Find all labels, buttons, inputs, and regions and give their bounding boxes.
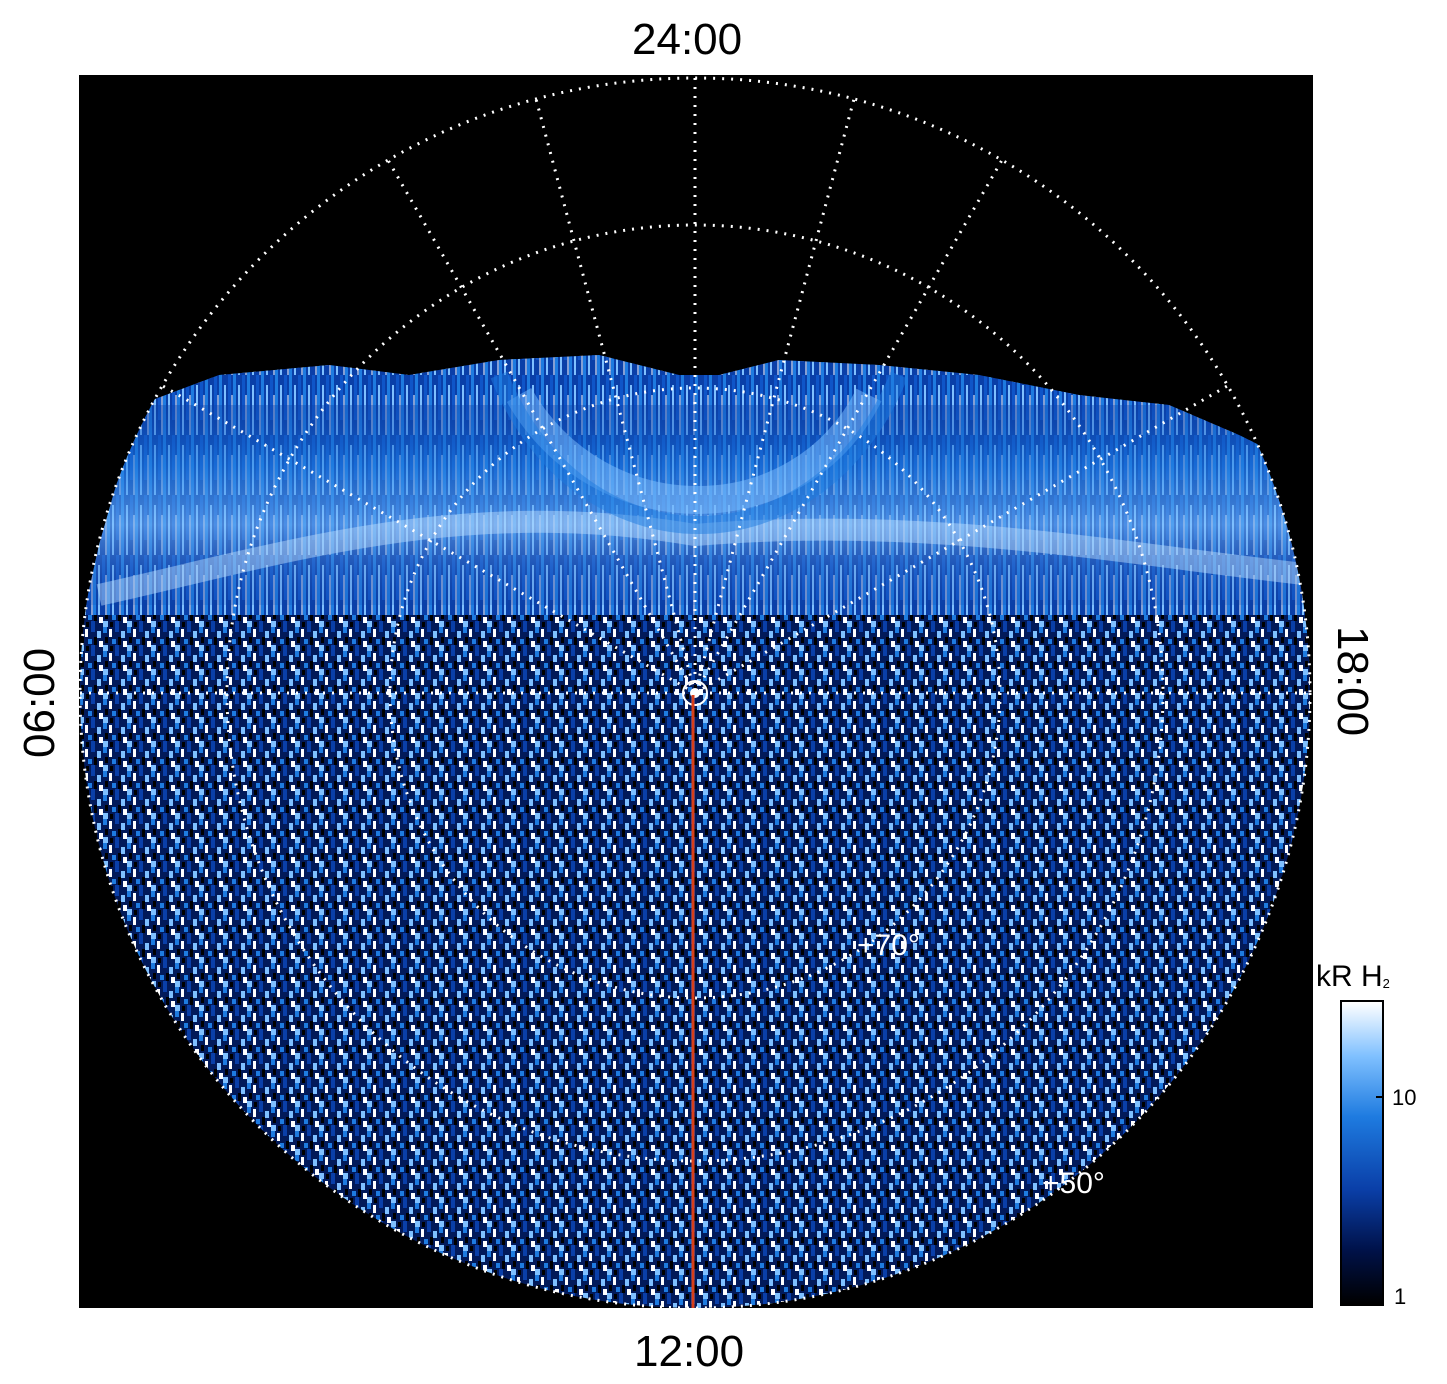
- colorbar-title: kR H2: [1316, 960, 1390, 993]
- colorbar-tick-mark-10: [1376, 1096, 1384, 1098]
- colorbar-tick-1: 1: [1394, 1284, 1407, 1309]
- meridian-04: [160, 383, 696, 695]
- colorbar-tick-10: 10: [1392, 1085, 1417, 1110]
- latitude-circle: [225, 223, 1165, 1163]
- latitude-label-50: +50°: [1042, 1167, 1105, 1200]
- polar-projection-svg: +70° +50°: [79, 75, 1313, 1308]
- latitude-label-70: +70°: [857, 929, 920, 962]
- latitude-circle-outer: [79, 76, 1312, 1308]
- local-time-label-right: 18:00: [1328, 626, 1377, 737]
- local-time-label-top: 24:00: [632, 15, 743, 64]
- local-time-label-bottom: 12:00: [634, 1327, 745, 1376]
- meridian-22: [693, 159, 1004, 694]
- meridian-02: [386, 159, 697, 694]
- polar-projection-image: +70° +50°: [79, 75, 1313, 1308]
- local-time-label-left: 06:00: [15, 647, 64, 758]
- meridian-01: [534, 98, 697, 694]
- meridian-20: [694, 383, 1230, 695]
- latitude-longitude-grid: [79, 76, 1312, 1308]
- colorbar: [1340, 1000, 1384, 1306]
- meridian-23: [693, 98, 856, 694]
